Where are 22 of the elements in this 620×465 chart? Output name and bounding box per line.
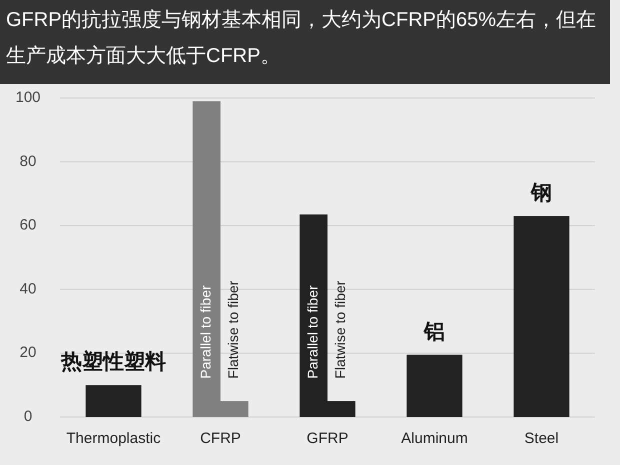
y-tick-label: 0 xyxy=(24,408,32,425)
annotation: Parallel to fiber xyxy=(197,285,214,379)
y-tick-label: 40 xyxy=(20,280,36,298)
chart-title: GFRP的抗拉强度与钢材基本相同，大约为CFRP的65%左右，但在生产成本方面大大低于CFRP。 xyxy=(6,8,598,69)
annotation: 铝 xyxy=(423,320,445,344)
y-tick-label: 80 xyxy=(20,152,36,170)
bar xyxy=(514,216,570,417)
annotation: 钢 xyxy=(530,182,552,205)
bar xyxy=(406,354,462,417)
annotation: Flatwise to fiber xyxy=(332,280,348,379)
x-tick-label: Aluminum xyxy=(401,430,468,447)
y-tick-label: 100 xyxy=(15,88,41,106)
x-tick-label: Steel xyxy=(524,430,559,447)
annotation: Parallel to fiber xyxy=(304,285,320,379)
x-tick-label: Thermoplastic xyxy=(66,430,162,447)
annotation: 热塑性塑料 xyxy=(60,350,166,374)
annotation: Flatwise to fiber xyxy=(225,280,242,379)
bar xyxy=(86,385,142,417)
y-tick-label: 60 xyxy=(20,216,36,234)
y-tick-label: 20 xyxy=(20,344,36,362)
x-tick-label: CFRP xyxy=(200,430,241,447)
x-tick-label: GFRP xyxy=(306,430,348,447)
